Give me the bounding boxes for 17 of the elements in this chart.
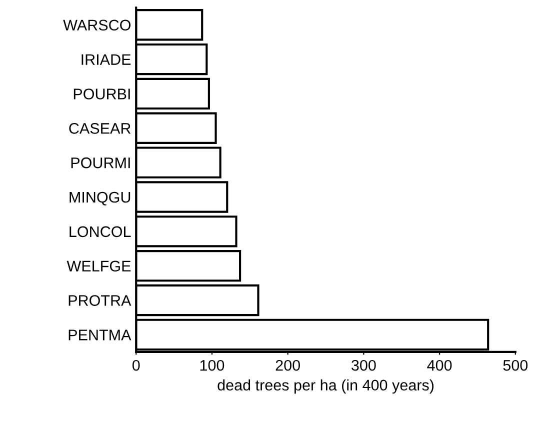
y-tick-label: WELFGE — [66, 260, 131, 272]
y-tick-label: WARSCO — [63, 20, 131, 31]
y-tick-label: POURBI — [74, 88, 130, 100]
y-tick-label: LONCOL — [70, 226, 131, 238]
x-tick-label: 300 — [352, 360, 376, 371]
y-tick-label: CASEAR — [69, 123, 131, 134]
x-tick-label: 500 — [503, 360, 528, 371]
x-tick-label: 0 — [132, 360, 140, 371]
y-tick-label: PROTRA — [68, 295, 132, 306]
x-tick-label: 200 — [276, 360, 300, 371]
x-tick-label: 400 — [427, 360, 452, 371]
x-axis-title: dead trees per ha (in 400 years) — [218, 379, 434, 394]
y-tick-label: PENTMA — [68, 330, 132, 340]
y-tick-label: IRIADE — [82, 54, 131, 65]
x-tick-label: 100 — [200, 360, 224, 371]
y-tick-label: MINQGU — [70, 192, 130, 206]
y-tick-label: POURMI — [71, 157, 130, 168]
